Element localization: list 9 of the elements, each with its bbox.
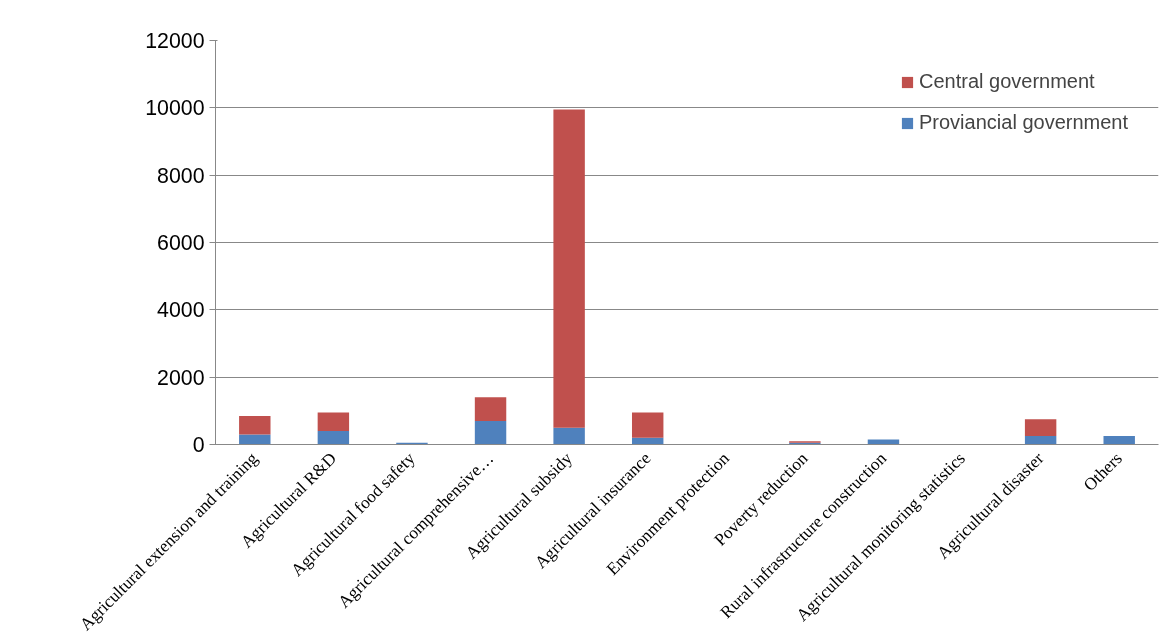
y-tick-label: 12000 xyxy=(145,29,205,53)
y-tick-label: 2000 xyxy=(157,365,205,390)
y-tick-label: 8000 xyxy=(157,163,205,188)
y-tick-label: 0 xyxy=(192,433,205,457)
legend-label: Proviancial government xyxy=(919,111,1128,134)
legend-label: Central government xyxy=(919,70,1095,93)
y-tick-label: 6000 xyxy=(157,231,205,255)
y-tick-label: 10000 xyxy=(145,96,205,121)
y-tick-label: 4000 xyxy=(157,298,205,323)
